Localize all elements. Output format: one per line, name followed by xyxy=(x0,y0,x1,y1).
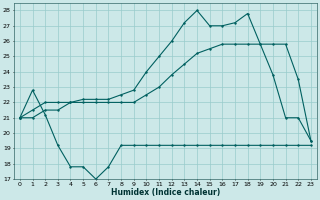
X-axis label: Humidex (Indice chaleur): Humidex (Indice chaleur) xyxy=(111,188,220,197)
